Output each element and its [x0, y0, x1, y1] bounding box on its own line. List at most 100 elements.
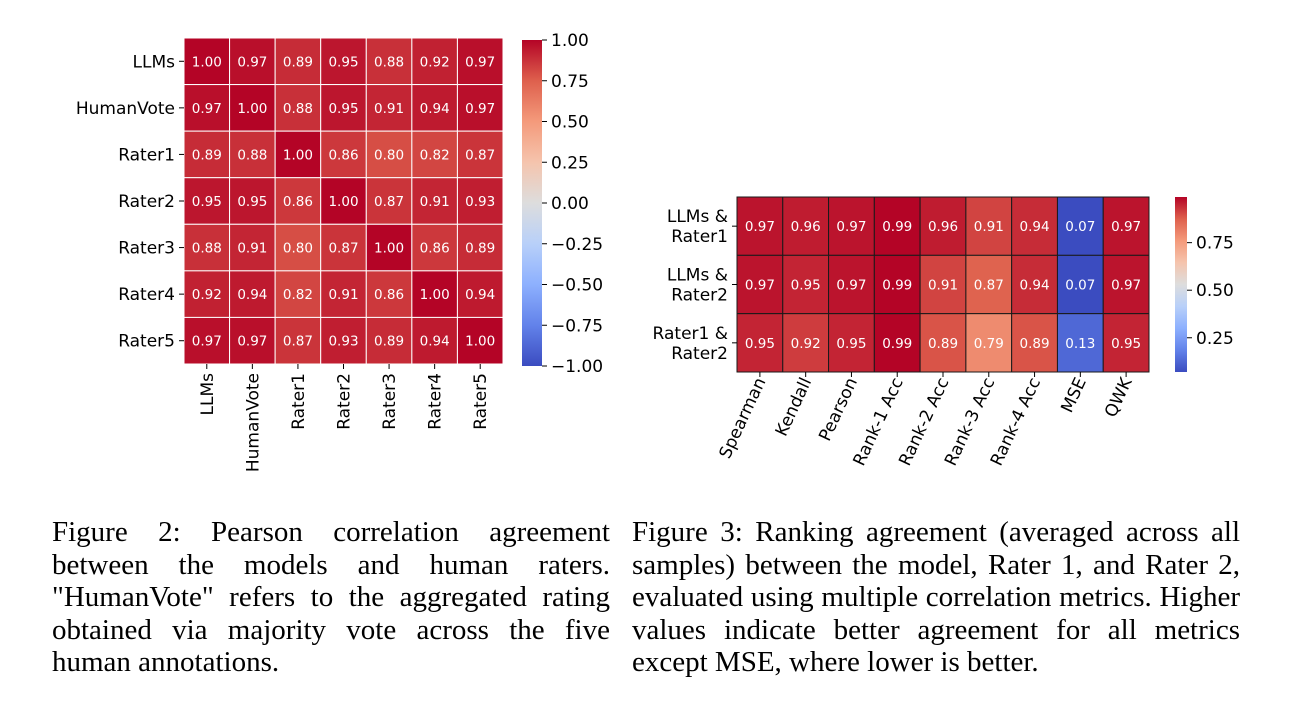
heatmap-cell — [229, 177, 276, 225]
cell-value-label: 1.00 — [192, 54, 222, 70]
cell-value-label: 0.93 — [328, 334, 358, 350]
cell-value-label: 0.86 — [420, 241, 450, 257]
heatmap-cell — [828, 254, 875, 315]
heatmap-cell — [782, 196, 830, 256]
heatmap-cell — [183, 37, 231, 86]
x-tick-label: MSE — [1057, 375, 1090, 416]
cell-value-label: 0.95 — [745, 336, 775, 352]
heatmap-cell — [365, 316, 413, 365]
cell-value-label: 0.94 — [237, 287, 267, 303]
heatmap-cell — [736, 254, 784, 315]
cell-value-label: 0.86 — [374, 287, 404, 303]
heatmap-cell — [456, 223, 504, 272]
y-tick-label-line: LLMs — [133, 52, 176, 72]
heatmap-cell — [411, 316, 458, 365]
cell-value-label: 0.80 — [374, 147, 404, 163]
cell-value-label: 1.00 — [237, 101, 267, 117]
cell-value-label: 0.97 — [1111, 219, 1141, 235]
cell-value-label: 0.13 — [1065, 336, 1095, 352]
y-tick-label: LLMs — [133, 52, 176, 72]
colorbar-tick-label: 0.50 — [551, 113, 589, 133]
heatmap-cell — [782, 313, 830, 373]
cell-value-label: 0.07 — [1065, 278, 1095, 294]
cell-value-label: 0.94 — [1020, 219, 1050, 235]
cell-value-label: 0.96 — [791, 219, 821, 235]
heatmap-cell — [229, 270, 276, 318]
y-tick-label-line: Rater2 — [671, 286, 728, 306]
cell-value-label: 0.87 — [283, 334, 313, 350]
y-tick-label-line: Rater3 — [118, 239, 175, 259]
colorbar-tick-label: 0.75 — [551, 72, 589, 92]
cell-value-label: 1.00 — [283, 147, 313, 163]
y-tick-label-line: Rater2 — [671, 344, 728, 364]
colorbar-tick-label: −0.75 — [551, 316, 603, 336]
x-tick-label: LLMs — [198, 373, 218, 416]
cell-value-label: 0.88 — [283, 101, 313, 117]
cell-value-label: 0.82 — [420, 147, 450, 163]
cell-value-label: 0.91 — [974, 219, 1004, 235]
x-tick-label: QWK — [1101, 374, 1137, 421]
heatmap-cell — [365, 270, 413, 318]
cell-value-label: 0.91 — [928, 278, 958, 294]
cell-value-label: 0.91 — [237, 241, 267, 257]
heatmap-cell — [1102, 313, 1150, 373]
y-tick-label-line: HumanVote — [76, 99, 175, 119]
colorbar — [1175, 197, 1187, 372]
heatmap-cell — [1102, 254, 1150, 315]
x-tick-label: Spearman — [716, 375, 771, 462]
cell-value-label: 0.89 — [928, 336, 958, 352]
cell-value-label: 0.95 — [328, 101, 358, 117]
heatmap-cell — [1011, 254, 1058, 315]
y-tick-label-line: Rater1 — [118, 145, 175, 165]
y-tick-label: LLMs & Rater1 — [667, 207, 728, 247]
heatmap-cell — [919, 196, 967, 256]
cell-value-label: 0.97 — [237, 54, 267, 70]
x-tick-label: Pearson — [815, 375, 862, 445]
heatmap-cell — [411, 223, 458, 272]
cell-value-label: 0.99 — [882, 278, 912, 294]
cell-value-label: 0.94 — [420, 334, 450, 350]
cell-value-label: 0.91 — [374, 101, 404, 117]
y-tick-label-line: Rater1 — [671, 227, 728, 247]
x-tick-label: Rater4 — [426, 373, 446, 430]
colorbar-tick-label: −0.25 — [551, 235, 603, 255]
y-tick-label-line: Rater1 & — [653, 324, 728, 344]
heatmap-cell — [456, 177, 504, 225]
heatmap-cell — [320, 130, 367, 179]
cell-value-label: 0.95 — [237, 194, 267, 210]
cell-value-label: 0.89 — [1020, 336, 1050, 352]
heatmap-cell — [456, 316, 504, 365]
colorbar-tick-label: 0.00 — [551, 194, 589, 214]
heatmap-cell — [320, 177, 367, 225]
heatmap-cell — [411, 177, 458, 225]
cell-value-label: 0.79 — [974, 336, 1004, 352]
colorbar-tick-label: 0.25 — [551, 153, 589, 173]
x-tick-label: Rater2 — [335, 373, 355, 430]
x-tick-label: Rater1 — [289, 373, 309, 430]
cell-value-label: 0.86 — [328, 147, 358, 163]
cell-value-label: 0.91 — [420, 194, 450, 210]
heatmap-cell — [456, 37, 504, 86]
cell-value-label: 0.97 — [836, 278, 866, 294]
cell-value-label: 0.87 — [374, 194, 404, 210]
heatmap-cell — [456, 130, 504, 179]
heatmap-cell — [873, 313, 921, 373]
cell-value-label: 0.07 — [1065, 219, 1095, 235]
cell-value-label: 0.89 — [283, 54, 313, 70]
heatmap-cell — [320, 270, 367, 318]
cell-value-label: 0.88 — [192, 241, 222, 257]
x-tick-label: Rater5 — [471, 373, 491, 430]
cell-value-label: 0.97 — [745, 219, 775, 235]
cell-value-label: 0.94 — [420, 101, 450, 117]
heatmap-cell — [411, 130, 458, 179]
cell-value-label: 0.87 — [974, 278, 1004, 294]
heatmap-cell — [1011, 313, 1058, 373]
y-tick-label: LLMs & Rater2 — [667, 265, 728, 305]
cell-value-label: 0.88 — [237, 147, 267, 163]
cell-value-label: 0.97 — [745, 278, 775, 294]
y-tick-label: Rater1 — [118, 145, 175, 165]
figure-3-caption: Figure 3: Ranking agreement (averaged ac… — [632, 516, 1240, 678]
cell-value-label: 0.95 — [836, 336, 866, 352]
y-tick-label: Rater4 — [118, 285, 175, 305]
